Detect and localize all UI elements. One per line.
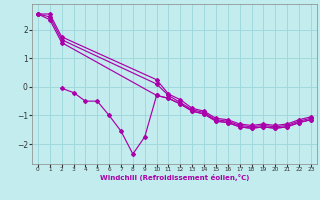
X-axis label: Windchill (Refroidissement éolien,°C): Windchill (Refroidissement éolien,°C) <box>100 174 249 181</box>
